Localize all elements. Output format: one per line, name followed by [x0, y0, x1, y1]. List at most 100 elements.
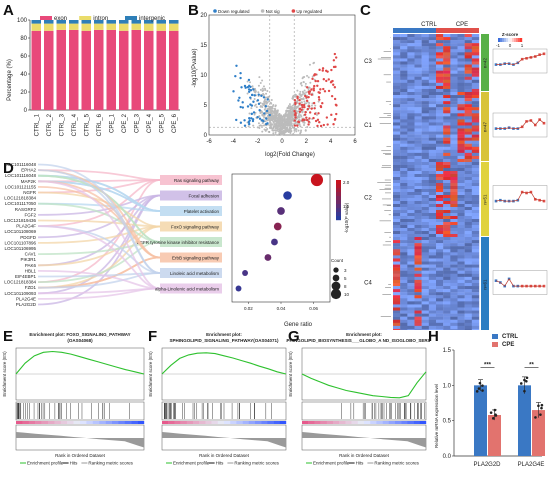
b-point: [305, 116, 308, 119]
c-heatmap-cell: [443, 186, 451, 190]
c-heatmap-cell: [421, 264, 430, 268]
b-legend-dot: [291, 9, 296, 13]
c-heatmap-cell: [457, 37, 465, 41]
c-colorbar-segment: [508, 38, 511, 42]
c-heatmap-cell: [464, 246, 473, 250]
b-point: [261, 106, 264, 109]
c-heatmap-cell: [464, 43, 473, 47]
c-heatmap-cell: [471, 273, 480, 278]
c-heatmap-cell: [443, 204, 451, 208]
b-point: [265, 109, 269, 113]
b-point: [288, 110, 291, 113]
c-heatmap-cell: [407, 37, 415, 41]
b-point: [296, 89, 299, 92]
c-heatmap-cell: [407, 198, 415, 202]
c-heatmap-cell: [428, 243, 437, 247]
h-y-tick-label: 1.0: [443, 383, 452, 389]
c-heatmap-cell: [464, 34, 473, 38]
c-heatmap-cell: [464, 58, 473, 62]
c-colorbar-tick: 0: [509, 43, 512, 48]
c-heatmap-cell: [393, 225, 401, 229]
c-heatmap-cell: [421, 49, 430, 53]
b-point: [303, 89, 306, 92]
c-heatmap-cell: [443, 267, 451, 271]
c-heatmap-cell: [407, 231, 415, 235]
c-heatmap-cell: [471, 125, 480, 129]
c-heatmap-cell: [436, 216, 444, 220]
b-x-tick-label: 6: [353, 139, 357, 145]
c-heatmap-cell: [414, 255, 422, 259]
c-heatmap-cell: [450, 104, 458, 108]
c-heatmap-cell: [414, 276, 422, 281]
b-point: [288, 103, 291, 106]
c-heatmap-cell: [421, 240, 430, 244]
c-heatmap-cell: [414, 79, 422, 84]
c-heatmap-cell: [393, 85, 401, 90]
c-heatmap-cell: [443, 73, 451, 77]
c-heatmap-cell: [428, 279, 437, 284]
c-heatmap-cell: [407, 304, 415, 308]
c-heatmap-cell: [400, 325, 408, 330]
c-heatmap-cell: [457, 122, 465, 126]
a-bar-exon: [156, 30, 166, 110]
b-point: [299, 125, 302, 128]
b-point: [257, 102, 261, 106]
c-heatmap-cell: [471, 171, 480, 175]
c-heatmap-cell: [471, 189, 480, 193]
c-heatmap-cell: [450, 168, 458, 172]
b-point: [306, 107, 310, 111]
c-heatmap-cell: [400, 246, 408, 250]
gsea-legend-label: Hits: [356, 461, 364, 466]
a-bar-exon: [69, 29, 79, 110]
c-heatmap-cell: [393, 267, 401, 271]
c-heatmap-cell: [414, 204, 422, 208]
c-heatmap-cell: [471, 198, 480, 202]
b-point: [250, 112, 254, 116]
c-heatmap-cell: [421, 73, 430, 77]
c-heatmap-cell: [443, 177, 451, 181]
c-heatmap-cell: [414, 43, 422, 47]
c-heatmap-cell: [436, 231, 444, 235]
c-heatmap-cell: [400, 249, 408, 253]
c-heatmap-cell: [471, 270, 480, 274]
c-heatmap-cell: [393, 116, 401, 120]
c-heatmap-cell: [457, 267, 465, 271]
c-heatmap-cell: [450, 189, 458, 193]
a-x-tick-label: CTRL_1: [34, 113, 40, 136]
c-heatmap-cell: [436, 88, 444, 93]
c-heatmap-cell: [457, 61, 465, 65]
c-heatmap-cell: [421, 162, 430, 166]
b-point: [248, 119, 251, 122]
c-heatmap-cell: [407, 328, 415, 330]
c-heatmap-cell: [464, 119, 473, 123]
c-heatmap-cell: [464, 286, 473, 290]
gsea-rank-strip: [80, 421, 87, 424]
c-heatmap-cell: [464, 228, 473, 232]
c-heatmap-cell: [450, 171, 458, 175]
c-heatmap-cell: [464, 64, 473, 68]
c-heatmap-cell: [428, 201, 437, 205]
c-heatmap-cell: [450, 158, 458, 163]
b-point: [312, 116, 315, 120]
c-heatmap-cell: [464, 192, 473, 196]
c-heatmap-cell: [457, 319, 465, 324]
d-size-legend-dot: [333, 267, 339, 273]
c-heatmap-cell: [443, 37, 451, 41]
c-heatmap-cell: [407, 273, 415, 278]
c-heatmap-cell: [464, 301, 473, 305]
b-point: [270, 127, 273, 130]
c-heatmap-cell: [443, 216, 451, 220]
c-heatmap-cell: [421, 158, 430, 163]
d-gene-label: NGFR: [23, 190, 36, 195]
c-heatmap-cell: [428, 40, 437, 44]
a-bar-intergenic: [69, 20, 79, 24]
b-point: [274, 114, 277, 117]
gsea-rank-strip: [419, 421, 427, 424]
c-heatmap-cell: [400, 95, 408, 99]
b-point: [272, 112, 275, 115]
c-heatmap-cell: [436, 270, 444, 274]
c-heatmap-cell: [400, 82, 408, 87]
a-bar-exon: [106, 29, 116, 110]
b-point: [281, 123, 284, 126]
